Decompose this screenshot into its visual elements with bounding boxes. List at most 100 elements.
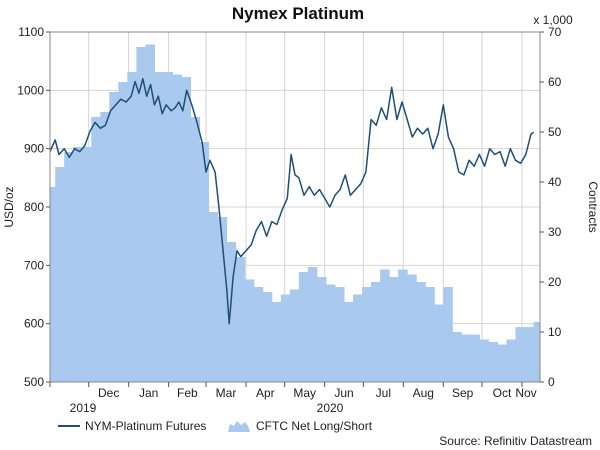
area-step — [118, 82, 128, 382]
right-tick-label: 10 — [548, 325, 562, 339]
left-tick-label: 900 — [24, 142, 44, 156]
area-step — [253, 287, 264, 382]
right-tick-label: 40 — [548, 175, 562, 189]
area-step — [380, 269, 390, 382]
area-step — [280, 294, 291, 382]
area-step — [298, 272, 309, 382]
right-tick-label: 70 — [548, 25, 562, 39]
area-step — [316, 277, 327, 382]
right-tick-label: 0 — [548, 375, 555, 389]
area-step — [271, 302, 282, 382]
area-step — [407, 274, 417, 382]
left-tick-label: 1100 — [18, 25, 44, 39]
area-step — [136, 47, 146, 382]
area-step — [172, 74, 183, 382]
area-step — [226, 242, 237, 382]
area-step — [443, 287, 453, 382]
line-series-layer — [49, 77, 535, 325]
area-step — [497, 344, 507, 382]
x-month-label: Jan — [139, 386, 158, 400]
platinum-price-line — [49, 77, 535, 325]
area-step — [371, 282, 381, 382]
area-step — [244, 279, 255, 382]
x-year-label: 2020 — [317, 401, 344, 415]
left-axis-ticks: 500 600 700 800 900 1000 1100 — [17, 25, 50, 389]
area-step — [515, 327, 526, 382]
x-month-label: Sep — [452, 386, 474, 400]
area-step — [334, 287, 345, 382]
area-step — [190, 117, 201, 382]
x-month-label: Nov — [515, 386, 536, 400]
area-step — [398, 269, 408, 382]
area-step — [461, 334, 471, 382]
x-month-label: Mar — [216, 386, 237, 400]
area-step — [64, 152, 74, 382]
x-month-label: Jun — [334, 386, 353, 400]
x-month-label: Feb — [177, 386, 198, 400]
area-step — [127, 72, 137, 382]
area-step — [452, 332, 462, 382]
area-step — [100, 112, 110, 382]
area-step — [163, 72, 173, 382]
area-step — [289, 289, 300, 382]
x-month-label: Dec — [98, 386, 119, 400]
area-step — [479, 339, 489, 382]
area-step — [533, 322, 541, 382]
area-step — [506, 339, 516, 382]
area-series-layer — [50, 44, 541, 382]
legend-label-cftc: CFTC Net Long/Short — [256, 419, 373, 433]
area-step — [434, 304, 444, 382]
left-axis-title: USD/oz — [2, 186, 16, 227]
area-step — [217, 217, 228, 382]
area-step — [55, 167, 65, 382]
x-month-label: Oct — [493, 386, 512, 400]
area-step — [389, 277, 399, 382]
area-step — [208, 212, 219, 382]
left-tick-label: 700 — [24, 258, 44, 272]
area-step — [488, 342, 498, 382]
area-step — [362, 287, 372, 382]
x-month-label: Jul — [376, 386, 391, 400]
area-step — [50, 187, 56, 382]
area-step — [145, 44, 155, 382]
right-axis-title: Contracts — [586, 181, 600, 232]
left-tick-label: 1000 — [17, 83, 44, 97]
x-month-label: Aug — [413, 386, 434, 400]
area-step — [307, 267, 318, 382]
x-year-label: 2019 — [70, 401, 97, 415]
area-step — [82, 147, 92, 382]
legend-area-swatch — [228, 421, 250, 432]
source-note: Source: Refinitiv Datastream — [439, 434, 592, 448]
right-axis-scale-note: x 1,000 — [533, 13, 573, 27]
area-step — [416, 282, 426, 382]
area-step — [262, 292, 273, 382]
left-tick-label: 800 — [24, 200, 44, 214]
area-step — [109, 92, 119, 382]
x-month-label: May — [293, 386, 316, 400]
right-tick-label: 50 — [548, 125, 562, 139]
area-step — [353, 294, 363, 382]
area-step — [154, 72, 164, 382]
area-step — [73, 147, 83, 382]
legend-label-futures: NYM-Platinum Futures — [85, 419, 206, 433]
area-step — [470, 334, 480, 382]
area-step — [91, 117, 101, 382]
left-tick-label: 500 — [24, 375, 44, 389]
area-step — [524, 327, 535, 382]
x-axis-ticks: Dec Jan Feb Mar Apr May Jun Jul Aug Sep Oct Nov 2019… — [49, 382, 537, 415]
right-tick-label: 60 — [548, 75, 562, 89]
chart-title: Nymex Platinum — [232, 4, 364, 23]
area-step — [344, 302, 354, 382]
area-step — [181, 77, 192, 382]
x-month-label: Apr — [256, 386, 275, 400]
right-tick-label: 30 — [548, 225, 562, 239]
area-step — [199, 142, 210, 382]
area-step — [325, 284, 336, 382]
legend: NYM-Platinum Futures CFTC Net Long/Short — [58, 419, 373, 433]
area-step — [235, 257, 246, 382]
area-step — [425, 287, 435, 382]
right-axis-ticks: 0 10 20 30 40 50 60 70 — [540, 25, 562, 389]
left-tick-label: 600 — [24, 317, 44, 331]
right-tick-label: 20 — [548, 275, 562, 289]
